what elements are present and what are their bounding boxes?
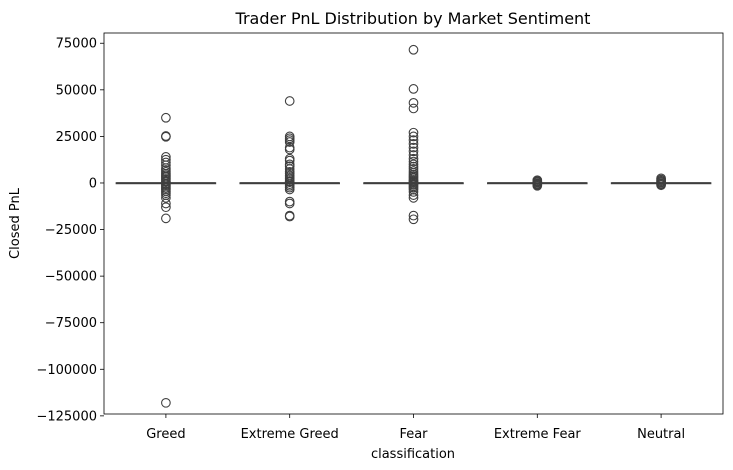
outlier-point <box>408 139 419 149</box>
outlier-point <box>408 193 419 203</box>
outlier-point <box>408 131 419 142</box>
outlier-point <box>408 44 419 55</box>
outlier-point <box>656 180 666 191</box>
outlier-point <box>161 397 171 408</box>
x-tick-label: Fear <box>399 427 428 442</box>
outlier-point <box>161 213 171 224</box>
box-group-extreme-greed <box>239 96 340 222</box>
y-axis: 75000 50000 25000 0 −25000 −50000 −75000 −10000… <box>36 37 104 424</box>
x-axis-label: classification <box>371 447 455 462</box>
outlier-point <box>532 180 543 191</box>
y-tick-label: −100000 <box>36 363 97 378</box>
outlier-point <box>284 161 295 172</box>
outlier-point <box>161 112 171 123</box>
y-tick-label: 0 <box>89 176 97 191</box>
y-tick-label: −25000 <box>45 223 97 238</box>
outlier-point <box>408 150 419 160</box>
box-group-greed <box>115 112 217 408</box>
outlier-point <box>408 190 419 200</box>
y-tick-label: 25000 <box>56 130 97 145</box>
x-tick-label: Extreme Greed <box>241 427 339 442</box>
y-tick-label: −125000 <box>36 409 97 424</box>
outlier-point <box>408 156 419 167</box>
y-tick-label: 50000 <box>56 83 97 98</box>
outlier-point <box>408 103 419 114</box>
outlier-point <box>284 196 295 207</box>
outlier-point <box>161 202 171 213</box>
outlier-point <box>161 198 171 209</box>
outlier-point <box>284 198 295 209</box>
outlier-point <box>408 153 419 164</box>
outlier-point <box>161 157 171 168</box>
outlier-point <box>284 184 295 195</box>
box-group-extreme-fear <box>487 175 588 191</box>
box-group-neutral <box>610 173 712 191</box>
y-axis-label: Closed PnL <box>8 187 23 259</box>
plot-area <box>115 44 712 408</box>
outlier-point <box>408 127 419 138</box>
outlier-point <box>408 210 419 221</box>
outlier-point <box>284 164 295 174</box>
x-tick-label: Greed <box>146 427 185 442</box>
outlier-point <box>408 135 419 145</box>
outlier-point <box>408 142 419 153</box>
outlier-point <box>408 84 419 94</box>
outlier-point <box>408 98 419 108</box>
outlier-point <box>284 137 295 147</box>
y-tick-label: 75000 <box>56 37 97 52</box>
outlier-point <box>408 146 419 157</box>
chart-title: Trader PnL Distribution by Market Sentim… <box>235 9 591 28</box>
outlier-point <box>284 96 295 106</box>
x-tick-label: Neutral <box>637 427 685 442</box>
x-axis: Greed Extreme Greed Fear Extreme Fear Neutra… <box>146 414 685 442</box>
outlier-point <box>408 214 419 225</box>
box-group-fear <box>363 44 464 225</box>
x-tick-label: Extreme Fear <box>494 427 582 442</box>
y-tick-label: −50000 <box>45 270 97 285</box>
outlier-point <box>161 131 171 142</box>
outlier-point <box>161 193 171 203</box>
outlier-point <box>408 187 419 197</box>
y-tick-label: −75000 <box>45 316 97 331</box>
outlier-point <box>284 211 295 222</box>
outlier-point <box>284 144 295 155</box>
